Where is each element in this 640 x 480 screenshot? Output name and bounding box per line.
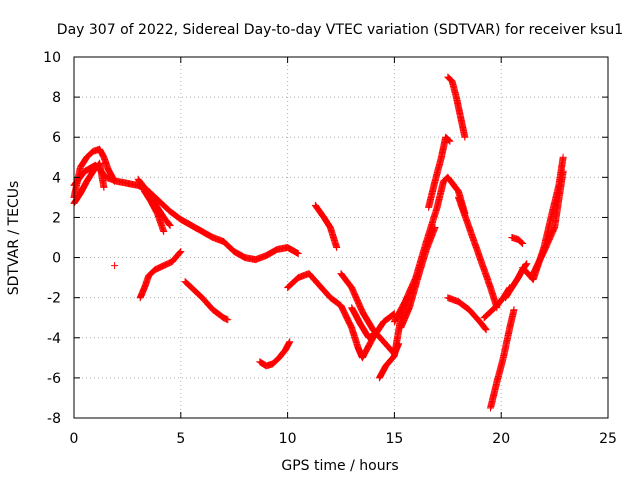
series-track-m [348, 304, 379, 342]
y-tick-label: -6 [47, 371, 61, 387]
y-tick-label: 6 [52, 130, 61, 146]
x-tick-label: 15 [385, 431, 403, 447]
plot-frame [73, 56, 609, 419]
y-axis-label: SDTVAR / TECUs [6, 181, 22, 296]
y-tick-label: -8 [47, 411, 61, 427]
series-track-q [425, 133, 454, 211]
axes: 0 5 10 15 20 25 -8 -6 -4 -2 0 2 4 6 8 10 [43, 50, 617, 447]
y-tick-label: 0 [52, 251, 61, 267]
y-tick-label: -2 [47, 291, 61, 307]
series-track-w [502, 260, 531, 302]
series-track-z [529, 167, 567, 278]
x-tick-label: 0 [70, 431, 79, 447]
x-tick-label: 20 [492, 431, 510, 447]
x-tick-label: 10 [279, 431, 297, 447]
y-tick-label: -4 [47, 331, 61, 347]
y-tick-label: 10 [43, 50, 61, 66]
data-point-markers [284, 270, 398, 362]
grid-lines [74, 57, 608, 418]
data-point-markers [181, 278, 232, 324]
series-track-v [487, 306, 518, 412]
y-tick-label: 2 [52, 210, 61, 226]
data-point-markers [141, 187, 168, 235]
data-point-markers [311, 201, 341, 251]
data-point-markers [425, 133, 454, 211]
series-track-d [111, 262, 119, 270]
data-point-markers [256, 338, 294, 370]
series-track-k [311, 201, 341, 251]
data-point-markers [348, 304, 379, 342]
x-tick-label: 25 [599, 431, 617, 447]
data-point-markers [487, 306, 518, 412]
data-point-markers [508, 234, 527, 247]
data-point-markers [502, 260, 531, 302]
series-track-j [284, 270, 398, 362]
series-track-g [141, 187, 168, 235]
series-track-x [508, 234, 527, 247]
y-tick-label: 4 [52, 170, 61, 186]
series-track-e [136, 248, 185, 302]
series-track-p [397, 224, 439, 332]
series-track-h [181, 278, 232, 324]
series-track-t [455, 193, 501, 312]
data-point-markers [111, 262, 119, 270]
chart-title: Day 307 of 2022, Sidereal Day-to-day VTE… [57, 22, 623, 38]
data-point-markers [397, 224, 439, 332]
data-points [70, 73, 567, 412]
data-point-markers [529, 167, 567, 278]
series-track-i [256, 338, 294, 370]
data-point-markers [444, 73, 469, 141]
data-point-markers [444, 294, 490, 334]
y-tick-label: 8 [52, 90, 61, 106]
x-tick-label: 5 [176, 431, 185, 447]
data-point-markers [455, 193, 501, 312]
x-axis-label: GPS time / hours [281, 458, 398, 474]
series-track-s [444, 294, 490, 334]
series-track-r [444, 73, 469, 141]
data-point-markers [136, 248, 185, 302]
